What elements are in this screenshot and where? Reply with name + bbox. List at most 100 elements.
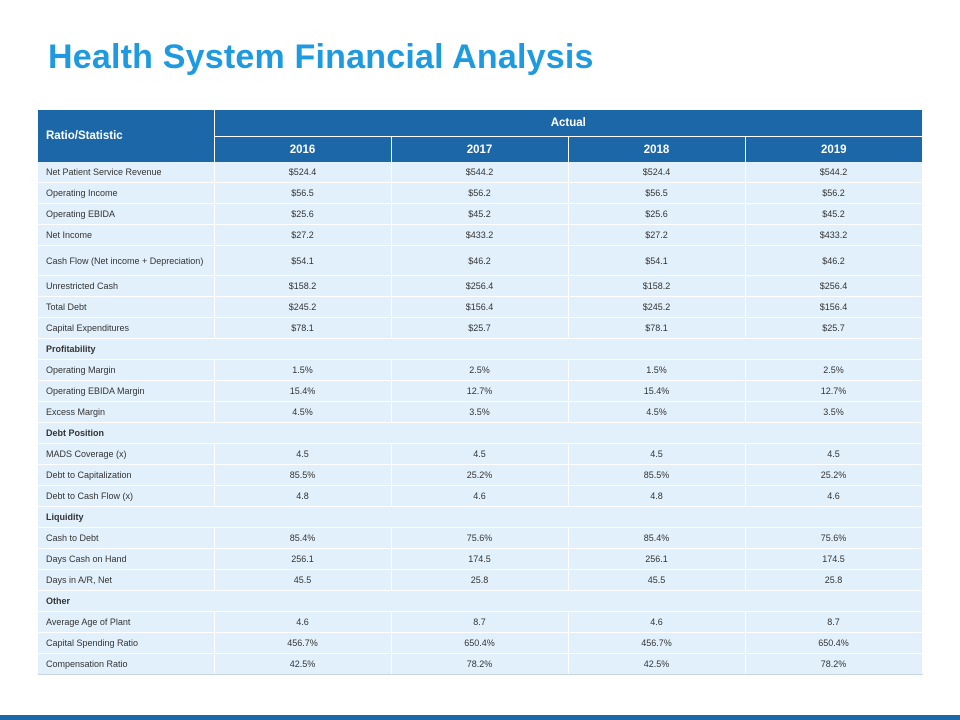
value-cell: $54.1	[214, 245, 392, 276]
section-label: Profitability	[38, 338, 923, 360]
section-row: Other	[38, 590, 923, 612]
value-cell: 4.6	[214, 611, 392, 633]
value-cell: 78.2%	[391, 653, 569, 675]
value-cell: 25.8	[745, 569, 923, 591]
value-cell: $158.2	[214, 275, 392, 297]
header-year: 2016	[213, 136, 391, 162]
header-year: 2018	[567, 136, 745, 162]
value-cell: 15.4%	[214, 380, 392, 402]
value-cell: 8.7	[745, 611, 923, 633]
value-cell: 3.5%	[391, 401, 569, 423]
row-label: Operating EBIDA	[38, 203, 215, 225]
value-cell: 4.6	[391, 485, 569, 507]
value-cell: $245.2	[568, 296, 746, 318]
value-cell: 4.6	[745, 485, 923, 507]
table-header: Ratio/Statistic Actual 2016 2017 2018 20…	[38, 110, 923, 162]
table-row: Net Patient Service Revenue $524.4 $544.2 $…	[38, 162, 923, 183]
table-row: Capital Spending Ratio 456.7% 650.4% 456.7%…	[38, 632, 923, 654]
value-cell: 256.1	[568, 548, 746, 570]
row-label: Compensation Ratio	[38, 653, 215, 675]
value-cell: $56.5	[214, 182, 392, 204]
section-label: Debt Position	[38, 422, 923, 444]
value-cell: 650.4%	[745, 632, 923, 654]
value-cell: 4.8	[214, 485, 392, 507]
value-cell: 456.7%	[568, 632, 746, 654]
header-actual: Actual	[213, 110, 923, 137]
table-row: Days Cash on Hand 256.1 174.5 256.1 174.5	[38, 548, 923, 570]
row-label: Operating Margin	[38, 359, 215, 381]
value-cell: 174.5	[745, 548, 923, 570]
value-cell: 4.6	[568, 611, 746, 633]
row-label: Capital Expenditures	[38, 317, 215, 339]
value-cell: $78.1	[214, 317, 392, 339]
row-label: Excess Margin	[38, 401, 215, 423]
table-row: Excess Margin 4.5% 3.5% 4.5% 3.5%	[38, 401, 923, 423]
value-cell: 25.8	[391, 569, 569, 591]
value-cell: $25.7	[391, 317, 569, 339]
row-label: Unrestricted Cash	[38, 275, 215, 297]
value-cell: 4.5	[214, 443, 392, 465]
row-label: Net Patient Service Revenue	[38, 162, 215, 183]
value-cell: 85.4%	[568, 527, 746, 549]
value-cell: 85.5%	[568, 464, 746, 486]
value-cell: $56.2	[391, 182, 569, 204]
value-cell: $156.4	[745, 296, 923, 318]
value-cell: $433.2	[745, 224, 923, 246]
value-cell: 4.5%	[568, 401, 746, 423]
header-year: 2019	[744, 136, 923, 162]
value-cell: 45.5	[568, 569, 746, 591]
section-label: Liquidity	[38, 506, 923, 528]
table-row: Operating EBIDA $25.6 $45.2 $25.6 $45.2	[38, 203, 923, 225]
value-cell: 1.5%	[568, 359, 746, 381]
row-label: Operating EBIDA Margin	[38, 380, 215, 402]
section-label: Other	[38, 590, 923, 612]
financial-table: Ratio/Statistic Actual 2016 2017 2018 20…	[38, 110, 923, 675]
value-cell: 3.5%	[745, 401, 923, 423]
value-cell: $56.5	[568, 182, 746, 204]
value-cell: $45.2	[391, 203, 569, 225]
value-cell: 4.5	[568, 443, 746, 465]
value-cell: 256.1	[214, 548, 392, 570]
header-year: 2017	[390, 136, 568, 162]
value-cell: $544.2	[745, 162, 923, 183]
table-row: Days in A/R, Net 45.5 25.8 45.5 25.8	[38, 569, 923, 591]
value-cell: $25.6	[214, 203, 392, 225]
value-cell: 12.7%	[391, 380, 569, 402]
value-cell: 78.2%	[745, 653, 923, 675]
section-row: Debt Position	[38, 422, 923, 444]
header-ratio-statistic: Ratio/Statistic	[38, 110, 214, 162]
value-cell: 45.5	[214, 569, 392, 591]
value-cell: 4.5	[391, 443, 569, 465]
row-label: Days in A/R, Net	[38, 569, 215, 591]
row-label: Capital Spending Ratio	[38, 632, 215, 654]
table-row: Compensation Ratio 42.5% 78.2% 42.5% 78.2%	[38, 653, 923, 675]
value-cell: 650.4%	[391, 632, 569, 654]
value-cell: $45.2	[745, 203, 923, 225]
table-row: Unrestricted Cash $158.2 $256.4 $158.2 $256.…	[38, 275, 923, 297]
value-cell: 25.2%	[391, 464, 569, 486]
row-label: Cash to Debt	[38, 527, 215, 549]
table-row: Cash to Debt 85.4% 75.6% 85.4% 75.6%	[38, 527, 923, 549]
value-cell: $256.4	[391, 275, 569, 297]
value-cell: $56.2	[745, 182, 923, 204]
row-label: Total Debt	[38, 296, 215, 318]
table-body: Net Patient Service Revenue $524.4 $544.2 $…	[38, 162, 923, 675]
table-row: Cash Flow (Net income + Depreciation) $54…	[38, 245, 923, 276]
value-cell: $433.2	[391, 224, 569, 246]
table-row: Average Age of Plant 4.6 8.7 4.6 8.7	[38, 611, 923, 633]
table-row: Debt to Cash Flow (x) 4.8 4.6 4.8 4.6	[38, 485, 923, 507]
value-cell: $46.2	[745, 245, 923, 276]
value-cell: $25.7	[745, 317, 923, 339]
value-cell: 85.5%	[214, 464, 392, 486]
row-label: Cash Flow (Net income + Depreciation)	[38, 245, 215, 276]
row-label: Debt to Cash Flow (x)	[38, 485, 215, 507]
row-label: Average Age of Plant	[38, 611, 215, 633]
value-cell: $27.2	[568, 224, 746, 246]
value-cell: 75.6%	[391, 527, 569, 549]
table-row: Operating EBIDA Margin 15.4% 12.7% 15.4% 12.…	[38, 380, 923, 402]
value-cell: $524.4	[214, 162, 392, 183]
value-cell: 2.5%	[391, 359, 569, 381]
value-cell: 8.7	[391, 611, 569, 633]
value-cell: 12.7%	[745, 380, 923, 402]
value-cell: 25.2%	[745, 464, 923, 486]
